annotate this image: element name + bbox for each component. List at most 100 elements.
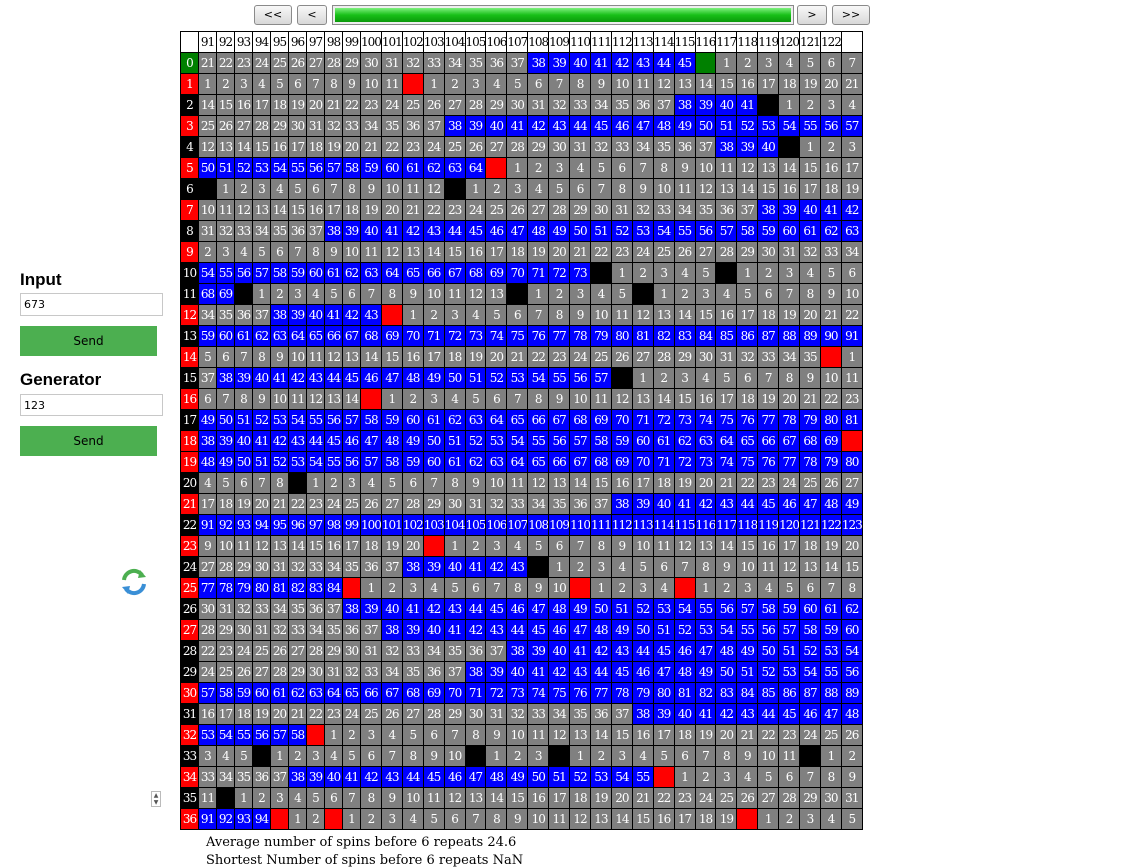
column-header-cell: 110 <box>569 31 591 53</box>
last-page-button[interactable]: >> <box>832 5 870 25</box>
grid-cell: 53 <box>631 220 654 242</box>
grid-cell: 22 <box>840 304 863 326</box>
grid-cell: 38 <box>757 199 780 221</box>
grid-cell: 6 <box>306 178 325 200</box>
grid-cell: 14 <box>694 73 717 95</box>
grid-cell: 34 <box>778 346 801 368</box>
grid-cell: 50 <box>694 115 717 137</box>
grid-cell <box>778 136 801 158</box>
grid-cell <box>443 178 466 200</box>
grid-cell: 86 <box>736 325 759 347</box>
grid-cell: 3 <box>270 787 289 809</box>
grid-cell: 5 <box>216 472 235 494</box>
grid-cell: 35 <box>569 703 591 725</box>
grid-cell: 4 <box>506 535 529 557</box>
grid-cell: 21 <box>198 52 217 74</box>
grid-cell: 37 <box>198 367 217 389</box>
grid-cell: 14 <box>610 808 633 830</box>
grid-cell: 59 <box>360 157 382 179</box>
grid-cell: 2 <box>270 283 289 305</box>
grid-cell: 5 <box>840 808 863 830</box>
number-spinner[interactable]: ▲ ▼ <box>151 791 161 807</box>
grid-cell: 33 <box>652 199 675 221</box>
grid-cell: 46 <box>673 640 696 662</box>
grid-cell: 20 <box>840 535 863 557</box>
grid-cell: 2 <box>778 808 801 830</box>
refresh-icon[interactable] <box>118 566 150 598</box>
grid-cell: 2 <box>198 241 217 263</box>
grid-cell <box>270 808 289 830</box>
grid-cell: 3 <box>610 745 633 767</box>
grid-cell: 6 <box>234 472 253 494</box>
grid-cell: 13 <box>652 304 675 326</box>
grid-cell: 8 <box>485 808 508 830</box>
column-header-cell: 118 <box>736 31 759 53</box>
grid-cell: 59 <box>380 409 403 431</box>
grid-cell: 92 <box>216 808 235 830</box>
grid-cell: 31 <box>306 115 325 137</box>
grid-cell: 8 <box>799 283 821 305</box>
grid-cell: 43 <box>506 556 529 578</box>
next-page-button[interactable]: > <box>797 5 827 25</box>
grid-cell: 40 <box>569 52 591 74</box>
first-page-button[interactable]: << <box>254 5 292 25</box>
spinner-down-icon[interactable]: ▼ <box>153 799 159 806</box>
grid-cell: 8 <box>360 787 382 809</box>
grid-cell: 47 <box>799 493 821 515</box>
grid-cell: 27 <box>443 94 466 116</box>
grid-cell: 1 <box>288 808 307 830</box>
grid-cell: 10 <box>216 535 235 557</box>
grid-cell: 111 <box>589 514 612 536</box>
grid-cell: 5 <box>464 388 487 410</box>
grid-cell: 3 <box>485 535 508 557</box>
grid-cell: 32 <box>342 661 361 683</box>
grid-cell: 42 <box>694 493 717 515</box>
grid-cell: 5 <box>527 535 550 557</box>
grid-cell: 20 <box>342 136 361 158</box>
grid-cell: 1 <box>422 73 445 95</box>
grid-cell: 16 <box>270 136 289 158</box>
grid-cell: 17 <box>673 808 696 830</box>
grid-cell: 13 <box>569 724 591 746</box>
grid-cell: 57 <box>198 682 217 704</box>
generator-input[interactable] <box>20 394 163 416</box>
grid-cell: 74 <box>715 451 738 473</box>
grid-cell: 56 <box>234 262 253 284</box>
grid-cell: 55 <box>673 220 696 242</box>
grid-row: 16 6 7 8 9 10 11 12 13 14 1 2 3 4 5 6 7 8 9 10 11 12 13 14 15 16 1… <box>180 388 863 410</box>
grid-cell: 20 <box>270 703 289 725</box>
grid-cell: 13 <box>401 241 424 263</box>
grid-cell: 25 <box>799 472 821 494</box>
grid-cell: 27 <box>527 199 550 221</box>
grid-cell: 63 <box>464 409 487 431</box>
grid-cell: 8 <box>589 535 612 557</box>
grid-cell: 5 <box>736 283 759 305</box>
grid-cell: 36 <box>422 661 445 683</box>
grid-cell: 18 <box>652 472 675 494</box>
grid-cell: 5 <box>819 262 842 284</box>
grid-cell: 23 <box>360 94 382 116</box>
grid-cell: 32 <box>506 703 529 725</box>
previous-page-button[interactable]: < <box>297 5 327 25</box>
input-field[interactable] <box>20 293 163 316</box>
grid-cell: 15 <box>589 472 612 494</box>
grid-cell: 9 <box>610 535 633 557</box>
grid-cell: 23 <box>757 472 780 494</box>
grid-cell <box>652 766 675 788</box>
grid-cell: 15 <box>288 199 307 221</box>
grid-cell: 4 <box>527 178 550 200</box>
spinner-up-icon[interactable]: ▲ <box>153 792 159 799</box>
grid-cell: 7 <box>569 535 591 557</box>
grid-cell: 25 <box>270 52 289 74</box>
grid-cell: 38 <box>401 556 424 578</box>
grid-cell: 2 <box>443 73 466 95</box>
grid-cell: 28 <box>778 787 801 809</box>
grid-cell: 26 <box>360 493 382 515</box>
generator-number-field[interactable]: ▲ ▼ <box>20 394 163 807</box>
grid-cell: 4 <box>443 388 466 410</box>
grid-cell: 39 <box>464 115 487 137</box>
input-send-button[interactable]: Send <box>20 326 157 356</box>
generator-send-button[interactable]: Send <box>20 426 157 456</box>
grid-cell: 31 <box>840 787 863 809</box>
grid-row: 9 2 3 4 5 6 7 8 9 10 11 12 13 14 15 16 17 18 19 20 21 22 23 24 2… <box>180 241 863 263</box>
